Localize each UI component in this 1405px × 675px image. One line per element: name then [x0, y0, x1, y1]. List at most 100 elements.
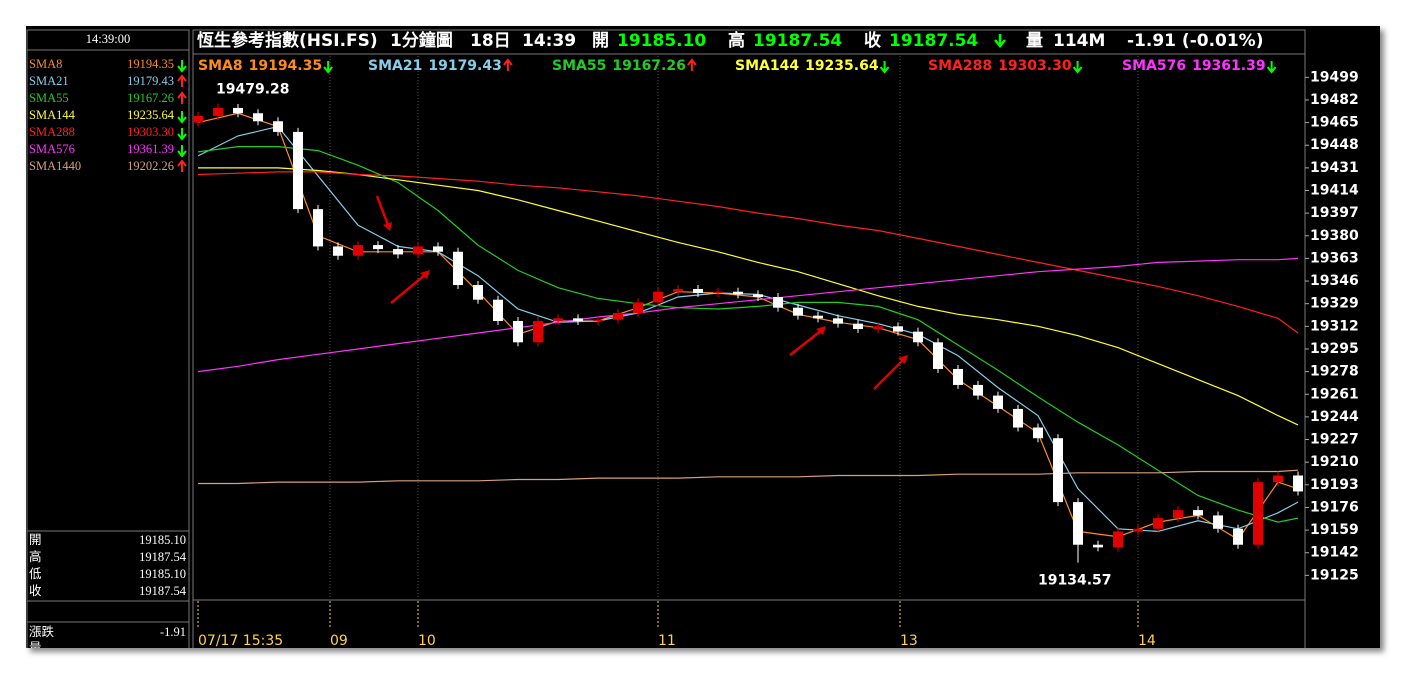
value: 19187.54: [139, 584, 187, 598]
down-arrow: [177, 145, 187, 158]
y-tick-label: 19448: [1310, 137, 1359, 153]
candle-body: [1133, 528, 1143, 532]
legend-value: 19303.30: [998, 58, 1072, 74]
candle-body: [373, 245, 383, 250]
x-tick-label: 11: [658, 633, 676, 649]
y-tick-label: 19261: [1310, 386, 1359, 402]
y-tick-label: 19295: [1310, 341, 1359, 357]
up-arrow: [177, 159, 187, 172]
candle-body: [753, 294, 763, 298]
y-tick-label: 19142: [1310, 545, 1359, 561]
y-tick-label: 19159: [1310, 522, 1359, 538]
x-tick-label: 10: [418, 633, 436, 649]
x-tick-label: 09: [330, 633, 348, 649]
candle-body: [1113, 531, 1123, 548]
high-annotation: 19479.28: [216, 82, 290, 98]
candle-body: [333, 246, 343, 256]
y-tick-label: 19210: [1310, 454, 1359, 470]
panel-sma-name: SMA576: [29, 142, 75, 156]
down-arrow: [323, 61, 333, 74]
y-tick-label: 19431: [1310, 160, 1359, 176]
down-arrow: [177, 128, 187, 141]
time: 14:39: [522, 31, 576, 51]
candle-body: [193, 115, 203, 123]
interval: 1分鐘圖: [390, 30, 453, 51]
up-arrow: [503, 58, 513, 71]
candle-body: [1293, 475, 1303, 492]
side-panel: [26, 29, 190, 648]
legend-name: SMA288: [928, 58, 992, 74]
candle-body: [693, 289, 703, 294]
close: 19187.54: [889, 31, 978, 51]
day: 18日: [470, 31, 511, 51]
candle-body: [1233, 528, 1243, 545]
value: 19185.10: [139, 533, 186, 547]
candle-body: [1193, 510, 1203, 516]
y-tick-label: 19465: [1310, 115, 1359, 131]
candle-body: [713, 291, 723, 294]
volume: 114M: [1053, 31, 1105, 51]
candle-body: [973, 384, 983, 396]
candle-body: [993, 395, 1003, 409]
panel-sma-name: SMA55: [29, 91, 69, 105]
candle-body: [1213, 515, 1223, 529]
candle-body: [853, 323, 863, 329]
candle-body: [253, 113, 263, 122]
y-tick-label: 19380: [1310, 228, 1359, 244]
panel-sma-value: 19303.30: [127, 125, 174, 139]
legend-value: 19361.39: [1192, 58, 1266, 74]
down-arrow: [994, 34, 1006, 48]
candle-body: [793, 307, 803, 316]
y-tick-label: 19397: [1310, 205, 1359, 221]
y-tick-label: 19414: [1310, 183, 1359, 199]
y-tick-label: 19329: [1310, 296, 1359, 312]
label: 量: [1026, 30, 1043, 51]
down-arrow: [1072, 61, 1083, 74]
panel-sma-value: 19179.43: [127, 74, 174, 88]
down-arrow: [177, 60, 187, 73]
candle-body: [213, 107, 223, 116]
down-arrow: [1266, 61, 1277, 74]
candle-body: [1253, 482, 1263, 545]
panel-sma-value: 19361.39: [127, 142, 174, 156]
down-arrow: [177, 111, 187, 124]
label: 收: [29, 584, 42, 598]
sma-line: [197, 171, 1299, 334]
legend-value: 19194.35: [249, 58, 323, 74]
candle-body: [933, 342, 943, 369]
label: 漲跌: [29, 624, 55, 639]
candle-body: [533, 321, 543, 343]
legend-value: 19179.43: [428, 58, 502, 74]
candle-body: [873, 326, 883, 329]
candle-body: [593, 319, 603, 322]
panel-sma-value: 19235.64: [127, 108, 175, 122]
candle-body: [313, 209, 323, 247]
x-tick-label: 07/17 15:35: [198, 633, 283, 649]
legend-name: SMA576: [1122, 58, 1186, 74]
candle-body: [413, 246, 423, 255]
panel-sma-name: SMA21: [29, 74, 69, 88]
candle-body: [393, 249, 403, 255]
sma-line: [198, 469, 1299, 485]
candle-body: [493, 299, 503, 322]
y-tick-label: 19227: [1310, 432, 1359, 448]
up-arrow: [177, 74, 187, 87]
y-tick-label: 19244: [1310, 409, 1359, 425]
candle-body: [733, 291, 743, 295]
legend-name: SMA8: [198, 58, 243, 74]
label: 開: [592, 31, 609, 51]
candle-body: [353, 245, 363, 256]
label: 開: [29, 533, 42, 547]
change: -1.91 (-0.01%): [1127, 31, 1264, 51]
up-arrow: [177, 91, 187, 104]
candle-body: [1173, 510, 1183, 519]
y-tick-label: 19482: [1310, 92, 1359, 108]
candle-body: [553, 318, 563, 322]
panel-sma-name: SMA1440: [29, 159, 81, 173]
x-axis-frame: [192, 599, 1306, 648]
candle-body: [953, 368, 963, 385]
value: 19187.54: [139, 550, 187, 564]
label: 量: [29, 641, 42, 655]
y-tick-label: 19278: [1310, 364, 1359, 380]
